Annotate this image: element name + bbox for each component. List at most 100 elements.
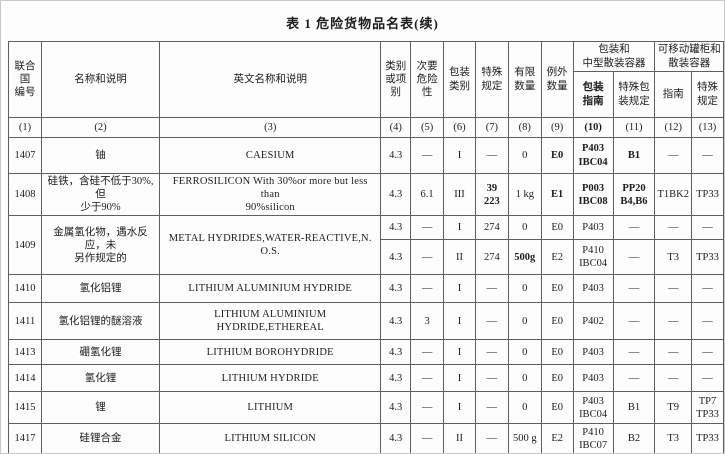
cell-psp: B1 (612, 137, 656, 174)
cell-subrisk: — (410, 364, 445, 393)
cell-lq: 500g (507, 239, 542, 276)
cell-eq: E2 (540, 239, 574, 276)
cell-pg: I (443, 364, 476, 393)
header-limited-quantity: 有限 数量 (507, 41, 542, 118)
cell-tsp: — (690, 274, 724, 304)
cell-tsp: — (690, 215, 724, 241)
column-number-8: (8) (507, 117, 542, 138)
cell-ti: T3 (654, 423, 692, 453)
cell-name: 硅铁，含硅不低于30%,但 少于90% (40, 172, 161, 217)
cell-lq: 0 (507, 302, 542, 341)
cell-un: 1409 (8, 215, 42, 276)
table-title: 表 1 危险货物品名表(续) (286, 16, 439, 31)
cell-ti: — (654, 215, 692, 241)
column-number-10: (10) (572, 117, 614, 138)
cell-name: 氢化铝锂 (40, 274, 161, 304)
cell-pi: P403 (572, 215, 614, 241)
cell-lq: 0 (507, 274, 542, 304)
cell-un: 1411 (8, 302, 42, 341)
cell-un: 1408 (8, 172, 42, 217)
cell-class: 4.3 (380, 172, 412, 217)
cell-eq: E0 (540, 215, 574, 241)
cell-en: LITHIUM ALUMINIUM HYDRIDE (159, 274, 382, 304)
cell-ti: T1BK2 (654, 172, 692, 217)
cell-name: 金属氢化物，遇水反应，未 另作规定的 (40, 215, 161, 276)
cell-name: 氢化铝锂的醚溶液 (40, 302, 161, 341)
cell-ti: — (654, 364, 692, 393)
cell-eq: E0 (540, 302, 574, 341)
cell-tsp: TP7 TP33 (690, 391, 724, 425)
header-row-groups: 联合国 编号 名称和说明 英文名称和说明 类别 或项别 次要 危险性 包装 类别… (8, 41, 724, 118)
table-row: 1414 氢化锂 LITHIUM HYDRIDE 4.3 — I — 0 E0 … (8, 364, 724, 393)
cell-pi: P403 IBC04 (572, 391, 614, 425)
cell-en: LITHIUM SILICON (159, 423, 382, 453)
cell-subrisk: — (410, 137, 445, 174)
cell-psp: — (612, 364, 656, 393)
cell-en: LITHIUM (159, 391, 382, 425)
cell-subrisk: — (410, 239, 445, 276)
cell-pi: P410 IBC07 (572, 423, 614, 453)
cell-class: 4.3 (380, 239, 412, 276)
cell-subrisk: — (410, 423, 445, 453)
cell-lq: 500 g (507, 423, 542, 453)
cell-sp: — (474, 423, 509, 453)
cell-un: 1414 (8, 364, 42, 393)
cell-un: 1415 (8, 391, 42, 425)
cell-tsp: TP33 (690, 172, 724, 217)
cell-en: LITHIUM HYDRIDE (159, 364, 382, 393)
column-number-7: (7) (474, 117, 509, 138)
cell-pg: III (443, 172, 476, 217)
header-packing-instructions: 包装 指南 (572, 71, 614, 118)
cell-sp: — (474, 364, 509, 393)
cell-sp: — (474, 274, 509, 304)
cell-lq: 0 (507, 364, 542, 393)
cell-en: FERROSILICON With 30%or more but less th… (159, 172, 382, 217)
cell-pi: P403 (572, 364, 614, 393)
cell-eq: E0 (540, 364, 574, 393)
cell-subrisk: 6.1 (410, 172, 445, 217)
cell-sp: 274 (474, 239, 509, 276)
cell-psp: B1 (612, 391, 656, 425)
cell-tsp: TP33 (690, 423, 724, 453)
cell-eq: E0 (540, 274, 574, 304)
cell-un: 1407 (8, 137, 42, 174)
cell-en: METAL HYDRIDES,WATER-REACTIVE,N. O.S. (159, 215, 382, 276)
header-packing-group: 包装 类别 (443, 41, 476, 118)
cell-pg: I (443, 339, 476, 366)
cell-name: 氢化锂 (40, 364, 161, 393)
cell-pi: P410 IBC04 (572, 239, 614, 276)
cell-subrisk: — (410, 274, 445, 304)
header-excepted-quantity: 例外 数量 (540, 41, 574, 118)
cell-en: CAESIUM (159, 137, 382, 174)
cell-class: 4.3 (380, 274, 412, 304)
header-tank-special-provisions: 特殊 规定 (690, 71, 724, 118)
cell-class: 4.3 (380, 215, 412, 241)
header-english-name: 英文名称和说明 (159, 41, 382, 118)
cell-eq: E2 (540, 423, 574, 453)
cell-name: 锂 (40, 391, 161, 425)
cell-un: 1413 (8, 339, 42, 366)
cell-pi: P403 IBC04 (572, 137, 614, 174)
cell-subrisk: 3 (410, 302, 445, 341)
cell-pg: II (443, 239, 476, 276)
column-number-6: (6) (443, 117, 476, 138)
cell-ti: — (654, 137, 692, 174)
header-name: 名称和说明 (40, 41, 161, 118)
cell-class: 4.3 (380, 391, 412, 425)
cell-pi: P403 (572, 339, 614, 366)
cell-class: 4.3 (380, 137, 412, 174)
cell-sp: — (474, 339, 509, 366)
cell-en: LITHIUM BOROHYDRIDE (159, 339, 382, 366)
table-row: 1409 金属氢化物，遇水反应，未 另作规定的 METAL HYDRIDES,W… (8, 215, 724, 276)
cell-psp: — (612, 239, 656, 276)
cell-sp: — (474, 137, 509, 174)
cell-pi: P402 (572, 302, 614, 341)
column-number-4: (4) (380, 117, 412, 138)
table-row: 1408 硅铁，含硅不低于30%,但 少于90% FERROSILICON Wi… (8, 172, 724, 217)
column-number-3: (3) (159, 117, 382, 138)
table-row: 1413 硼氢化锂 LITHIUM BOROHYDRIDE 4.3 — I — … (8, 339, 724, 366)
cell-tsp: — (690, 364, 724, 393)
cell-ti: — (654, 339, 692, 366)
cell-un: 1417 (8, 423, 42, 453)
